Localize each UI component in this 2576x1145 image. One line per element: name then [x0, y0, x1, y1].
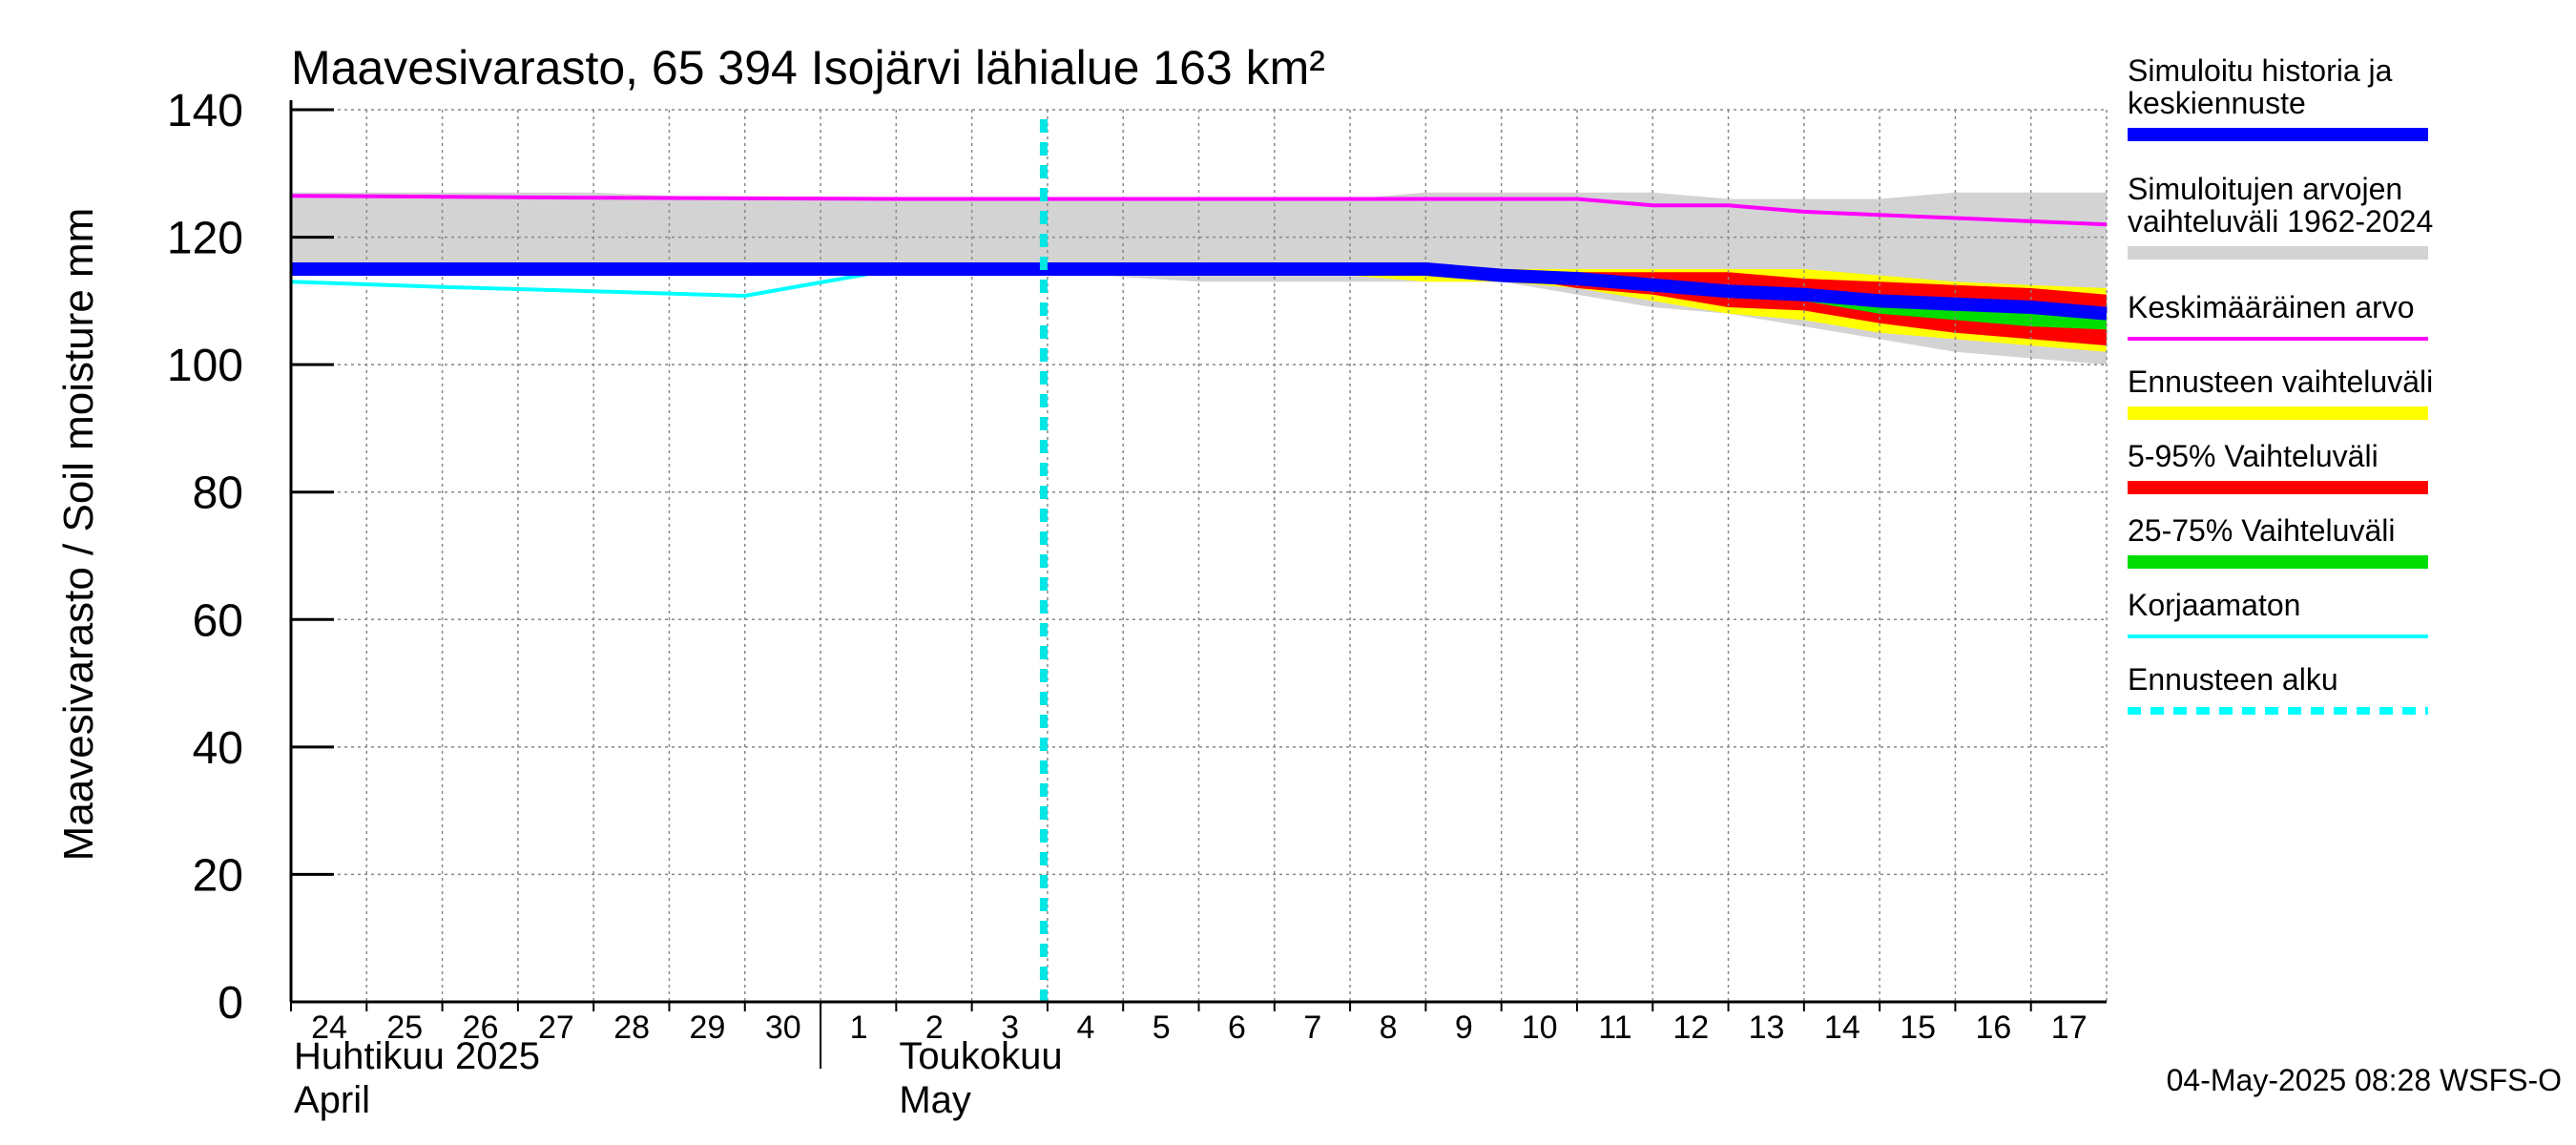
legend-label: Ennusteen vaihteluväli	[2128, 364, 2433, 399]
y-tick-label: 20	[193, 850, 243, 901]
x-tick-label: 5	[1153, 1010, 1171, 1046]
legend: Simuloitu historia jakeskiennusteSimuloi…	[2128, 53, 2433, 715]
x-tick-label: 1	[850, 1010, 868, 1046]
x-tick-label: 13	[1749, 1010, 1785, 1046]
x-tick-label: 27	[538, 1010, 574, 1046]
grid-layer	[291, 109, 2108, 1002]
x-tick-label: 12	[1672, 1010, 1709, 1046]
y-axis-label: Maavesivarasto / Soil moisture mm	[55, 208, 102, 862]
x-tick-label: 16	[1976, 1010, 2012, 1046]
x-tick-label: 6	[1228, 1010, 1246, 1046]
y-tick-label: 80	[193, 468, 243, 519]
axes-layer	[289, 100, 2107, 1069]
legend-label: Keskimääräinen arvo	[2128, 290, 2415, 324]
month-label-en: May	[899, 1079, 971, 1121]
series-line-keskim-r-inen-arvo	[290, 194, 2108, 227]
month-label-fi: Huhtikuu 2025	[294, 1035, 540, 1077]
legend-item-keskim-r-inen-arvo: Keskimääräinen arvo	[2128, 290, 2428, 341]
legend-item-ennusteen-vaihteluv-li: Ennusteen vaihteluväli	[2128, 364, 2433, 420]
y-tick-label: 60	[193, 595, 243, 646]
legend-label: vaihteluväli 1962-2024	[2128, 204, 2433, 239]
x-tick-label: 9	[1455, 1010, 1473, 1046]
legend-label: 5-95% Vaihteluväli	[2128, 439, 2379, 473]
y-tick-label: 40	[193, 723, 243, 774]
x-tick-label: 2	[925, 1010, 944, 1046]
x-tick-label: 4	[1076, 1010, 1094, 1046]
legend-label: Ennusteen alku	[2128, 662, 2338, 697]
series-line-layer	[290, 119, 2108, 1002]
x-tick-label: 28	[613, 1010, 650, 1046]
x-tick-label: 17	[2051, 1010, 2088, 1046]
y-tick-label: 100	[167, 341, 243, 391]
legend-item-korjaamaton: Korjaamaton	[2128, 588, 2428, 638]
x-tick-label: 14	[1824, 1010, 1860, 1046]
x-tick-label: 25	[386, 1010, 423, 1046]
legend-item-ennusteen-alku: Ennusteen alku	[2128, 662, 2428, 715]
chart-title: Maavesivarasto, 65 394 Isojärvi lähialue…	[291, 41, 1325, 94]
band-5-95-vaihteluv-li	[1047, 269, 2107, 346]
month-label-en: April	[294, 1079, 370, 1121]
legend-label: Simuloitu historia ja	[2128, 53, 2393, 88]
x-tick-label: 30	[765, 1010, 801, 1046]
legend-label: 25-75% Vaihteluväli	[2128, 513, 2395, 548]
y-tick-label: 120	[167, 214, 243, 264]
x-tick-label: 24	[311, 1010, 347, 1046]
legend-label: keskiennuste	[2128, 86, 2306, 120]
legend-label: Korjaamaton	[2128, 588, 2300, 622]
x-tick-label: 11	[1598, 1010, 1631, 1046]
legend-item-5-95-vaihteluv-li: 5-95% Vaihteluväli	[2128, 439, 2428, 494]
x-tick-label: 3	[1001, 1010, 1019, 1046]
x-tick-label: 10	[1522, 1010, 1558, 1046]
y-tick-label: 0	[218, 978, 243, 1029]
x-tick-label: 15	[1900, 1010, 1936, 1046]
legend-item-25-75-vaihteluv-li: 25-75% Vaihteluväli	[2128, 513, 2428, 569]
timestamp-footer: 04-May-2025 08:28 WSFS-O	[2167, 1063, 2562, 1097]
y-tick-label: 140	[167, 86, 243, 136]
series-line-simuloitu-historia-ja-keskiennuste	[291, 262, 2108, 321]
x-tick-label: 7	[1303, 1010, 1321, 1046]
x-tick-label: 8	[1380, 1010, 1398, 1046]
x-tick-label: 26	[463, 1010, 499, 1046]
x-tick-label: 29	[690, 1010, 726, 1046]
month-label-fi: Toukokuu	[899, 1035, 1062, 1077]
legend-label: Simuloitujen arvojen	[2128, 172, 2402, 206]
